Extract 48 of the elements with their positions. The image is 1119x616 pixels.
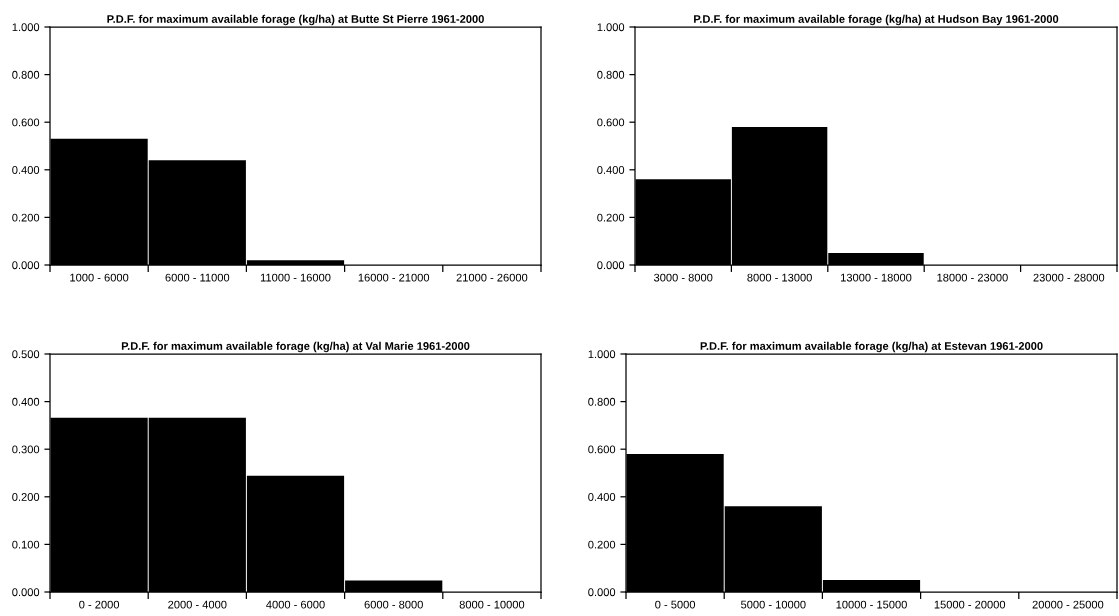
y-tick-label: 0.600 bbox=[597, 118, 625, 127]
x-tick-label: 5000 - 10000 bbox=[741, 600, 806, 609]
y-tick-label: 1.000 bbox=[588, 350, 616, 359]
x-tick-label: 18000 - 23000 bbox=[937, 273, 1008, 282]
x-tick-label: 6000 - 11000 bbox=[165, 273, 230, 282]
x-tick-label: 8000 - 10000 bbox=[459, 600, 525, 609]
y-tick-label: 0.400 bbox=[12, 166, 40, 174]
chart-title: P.D.F. for maximum available forage (kg/ha) at Val Marie 1961-2000 bbox=[121, 341, 470, 353]
y-tick-label: 0.200 bbox=[12, 493, 40, 501]
y-tick-label: 1.000 bbox=[12, 23, 40, 32]
x-tick-label: 13000 - 18000 bbox=[841, 273, 912, 282]
y-tick-label: 0.400 bbox=[597, 166, 625, 174]
y-tick-label: 0.000 bbox=[597, 261, 625, 270]
y-tick-label: 0.400 bbox=[12, 397, 40, 406]
y-tick-label: 0.600 bbox=[12, 118, 40, 127]
y-tick-label: 0.000 bbox=[12, 261, 40, 270]
x-tick-label: 16000 - 21000 bbox=[358, 273, 430, 282]
x-tick-label: 11000 - 16000 bbox=[260, 273, 331, 282]
x-tick-label: 6000 - 8000 bbox=[364, 600, 423, 609]
x-tick-label: 3000 - 8000 bbox=[653, 273, 713, 282]
y-tick-label: 0.500 bbox=[12, 350, 40, 359]
x-tick-label: 20000 - 25000 bbox=[1032, 600, 1104, 609]
y-tick-label: 0.100 bbox=[12, 540, 40, 549]
y-tick-label: 0.000 bbox=[588, 588, 616, 597]
chart-title: P.D.F. for maximum available forage (kg/ha) at Estevan 1961-2000 bbox=[700, 341, 1043, 353]
y-tick-label: 0.000 bbox=[12, 588, 40, 597]
y-tick-label: 0.200 bbox=[588, 540, 616, 549]
x-tick-label: 4000 - 6000 bbox=[266, 600, 325, 609]
x-tick-label: 15000 - 20000 bbox=[934, 600, 1006, 609]
x-tick-label: 0 - 2000 bbox=[79, 600, 120, 609]
y-tick-label: 0.600 bbox=[588, 445, 616, 454]
x-tick-label: 1000 - 6000 bbox=[70, 273, 129, 282]
chart-title: P.D.F. for maximum available forage (kg/ha) at Butte St Pierre 1961-2000 bbox=[107, 14, 484, 26]
y-tick-label: 0.800 bbox=[12, 70, 40, 79]
x-tick-label: 8000 - 13000 bbox=[747, 273, 812, 282]
x-tick-label: 2000 - 4000 bbox=[168, 600, 227, 609]
y-tick-label: 0.200 bbox=[12, 213, 40, 222]
y-tick-label: 0.800 bbox=[597, 70, 625, 79]
y-tick-label: 1.000 bbox=[597, 23, 625, 32]
x-tick-label: 0 - 5000 bbox=[655, 600, 696, 609]
chart-title: P.D.F. for maximum available forage (kg/ha) at Hudson Bay 1961-2000 bbox=[694, 14, 1059, 26]
x-tick-label: 21000 - 26000 bbox=[456, 273, 528, 282]
y-tick-label: 0.800 bbox=[588, 397, 616, 406]
x-tick-label: 10000 - 15000 bbox=[836, 600, 907, 609]
y-tick-label: 0.200 bbox=[597, 213, 625, 222]
y-tick-label: 0.400 bbox=[588, 493, 616, 501]
x-tick-label: 23000 - 28000 bbox=[1033, 273, 1105, 282]
y-tick-label: 0.300 bbox=[12, 445, 40, 454]
